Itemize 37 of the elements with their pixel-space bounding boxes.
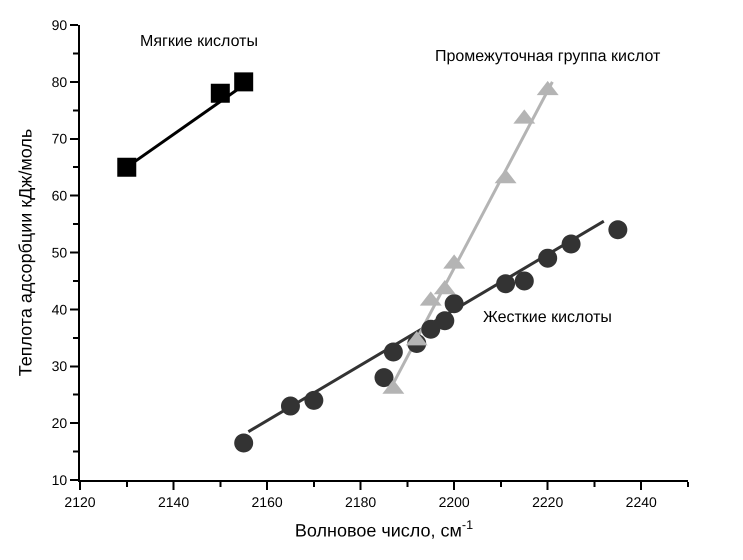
point [304,390,324,410]
y-tick-label: 60 [52,188,68,204]
point [538,248,558,268]
point [210,84,230,103]
point [435,311,454,330]
point [117,158,136,177]
point [608,220,628,240]
y-axis-title: Теплота адсорбции кДж/моль [15,128,36,376]
point [234,434,254,453]
x-axis-title: Волновое число, см$^{-1}$ [294,518,474,540]
y-tick-label: 90 [52,16,68,33]
series-label: Промежуточная группа кислот [435,48,661,65]
series-label: Мягкие кислоты [140,33,258,50]
x-tick-label: 2180 [345,494,376,510]
y-tick-label: 30 [52,358,68,374]
y-tick-label: 80 [52,74,68,90]
x-tick-label: 2220 [532,494,564,510]
point [280,396,300,416]
x-tick-label: 2120 [64,494,96,510]
series-label: Жесткие кислоты [483,309,612,326]
point [421,320,440,339]
x-tick-label: 2140 [158,494,190,510]
x-tick-label: 2160 [252,494,283,510]
x-tick-label: 2240 [626,494,658,510]
y-tick-label: 10 [52,472,68,488]
point [384,342,403,362]
y-tick-label: 20 [52,415,68,432]
y-tick-label: 70 [52,130,68,147]
point [496,274,516,294]
point [374,368,394,388]
point [514,271,534,290]
point [444,294,464,314]
x-tick-label: 2200 [438,494,470,510]
y-tick-label: 50 [52,244,68,260]
point [562,234,581,254]
y-tick-label: 40 [52,301,68,318]
point [234,72,254,92]
